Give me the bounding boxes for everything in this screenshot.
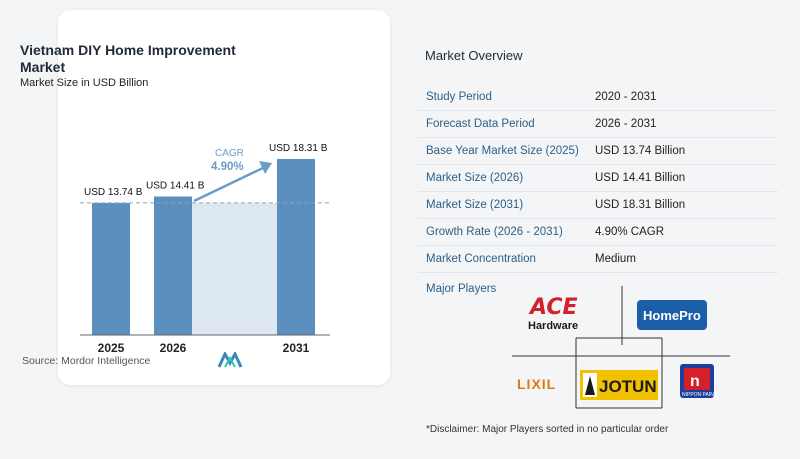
overview-row-forecast-period: Forecast Data Period 2026 - 2031 [418,111,778,138]
category-label-2031: 2031 [283,341,310,355]
overview-row-growth-rate: Growth Rate (2026 - 2031) 4.90% CAGR [418,219,778,246]
row-label: Study Period [426,91,492,103]
overview-row-size-2026: Market Size (2026) USD 14.41 Billion [418,165,778,192]
bar-2025 [92,202,130,335]
row-value: USD 18.31 Billion [595,199,686,211]
overview-table: Study Period 2020 - 2031 Forecast Data P… [418,84,778,273]
cagr-arrow-head [259,161,272,174]
row-label: Market Concentration [426,253,536,265]
row-label: Market Size (2026) [426,172,524,184]
data-label-2031: USD 18.31 B [269,143,328,154]
cagr-label: CAGR [215,148,244,159]
row-value: 4.90% CAGR [595,226,665,238]
overview-row-base-year: Base Year Market Size (2025) USD 13.74 B… [418,138,778,165]
category-label-2025: 2025 [98,341,125,355]
overview-row-study-period: Study Period 2020 - 2031 [418,84,778,111]
category-label-2026: 2026 [160,341,187,355]
major-players-label: Major Players [426,283,497,295]
row-value: 2026 - 2031 [595,118,657,130]
overview-row-size-2031: Market Size (2031) USD 18.31 Billion [418,192,778,219]
disclaimer: *Disclaimer: Major Players sorted in no … [426,424,669,435]
row-label: Growth Rate (2026 - 2031) [426,226,563,238]
cagr-arrow [193,164,268,203]
row-value: USD 13.74 Billion [595,145,686,157]
cagr-value: 4.90% [211,161,244,173]
chart-title: Vietnam DIY Home Improvement Market [20,42,236,75]
mordor-logo-icon [218,352,243,368]
row-label: Base Year Market Size (2025) [426,145,579,157]
overview-row-concentration: Market Concentration Medium [418,246,778,273]
chart-subtitle: Market Size in USD Billion [20,77,149,89]
overview-title: Market Overview [425,48,523,63]
row-label: Forecast Data Period [426,118,535,130]
bar-2026 [154,196,192,335]
row-label: Market Size (2031) [426,199,524,211]
row-value: USD 14.41 Billion [595,172,686,184]
data-label-2026: USD 14.41 B [146,180,205,191]
bar-2031 [277,159,315,335]
row-value: Medium [595,253,636,265]
chart-source: Source: Mordor Intelligence [22,355,151,367]
data-label-2025: USD 13.74 B [84,187,143,198]
forecast-band [192,202,277,335]
row-value: 2020 - 2031 [595,91,657,103]
